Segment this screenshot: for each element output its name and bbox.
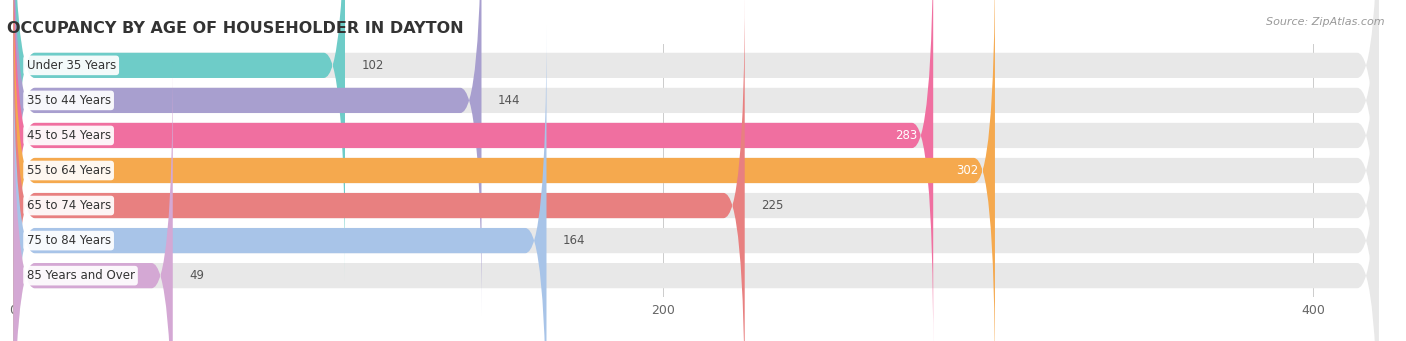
Text: 65 to 74 Years: 65 to 74 Years <box>27 199 111 212</box>
FancyBboxPatch shape <box>14 0 1378 341</box>
FancyBboxPatch shape <box>14 0 481 316</box>
FancyBboxPatch shape <box>14 0 1378 281</box>
FancyBboxPatch shape <box>14 0 745 341</box>
FancyBboxPatch shape <box>14 0 934 341</box>
FancyBboxPatch shape <box>14 0 1378 341</box>
Text: 45 to 54 Years: 45 to 54 Years <box>27 129 111 142</box>
FancyBboxPatch shape <box>14 0 1378 316</box>
FancyBboxPatch shape <box>14 0 1378 341</box>
Text: 75 to 84 Years: 75 to 84 Years <box>27 234 111 247</box>
FancyBboxPatch shape <box>14 25 547 341</box>
Text: 55 to 64 Years: 55 to 64 Years <box>27 164 111 177</box>
Text: 283: 283 <box>894 129 917 142</box>
FancyBboxPatch shape <box>14 0 344 281</box>
FancyBboxPatch shape <box>14 0 995 341</box>
Text: 302: 302 <box>956 164 979 177</box>
Text: OCCUPANCY BY AGE OF HOUSEHOLDER IN DAYTON: OCCUPANCY BY AGE OF HOUSEHOLDER IN DAYTO… <box>7 21 464 36</box>
Text: Under 35 Years: Under 35 Years <box>27 59 115 72</box>
Text: Source: ZipAtlas.com: Source: ZipAtlas.com <box>1267 17 1385 27</box>
Text: 144: 144 <box>498 94 520 107</box>
Text: 35 to 44 Years: 35 to 44 Years <box>27 94 111 107</box>
FancyBboxPatch shape <box>14 60 173 341</box>
Text: 85 Years and Over: 85 Years and Over <box>27 269 135 282</box>
Text: 164: 164 <box>562 234 585 247</box>
FancyBboxPatch shape <box>14 25 1378 341</box>
Text: 49: 49 <box>188 269 204 282</box>
FancyBboxPatch shape <box>14 60 1378 341</box>
Text: 225: 225 <box>761 199 783 212</box>
Text: 102: 102 <box>361 59 384 72</box>
